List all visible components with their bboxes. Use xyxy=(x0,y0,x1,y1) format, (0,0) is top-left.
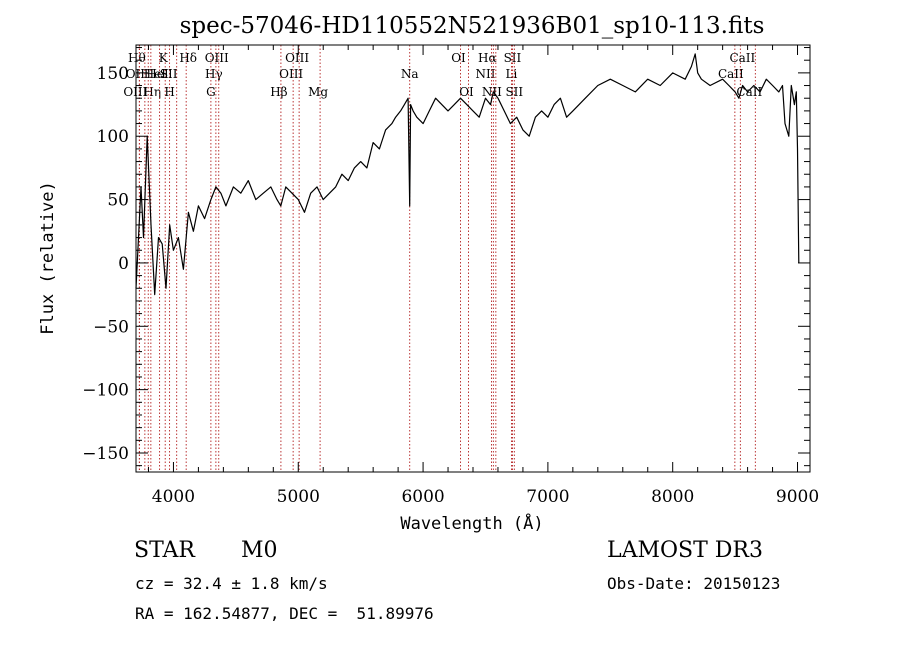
spectral-line-label: Hα xyxy=(478,51,497,65)
spectral-line-label: SII xyxy=(504,51,522,65)
spectral-line-label: Hθ xyxy=(128,51,146,65)
y-axis-label: Flux (relative) xyxy=(38,181,58,335)
spectral-line-label: CaII xyxy=(718,67,744,81)
chart-title: spec-57046-HD110552N521936B01_sp10-113.f… xyxy=(180,13,765,39)
spectral-line-label: HeI xyxy=(146,67,169,81)
x-tick-label: 4000 xyxy=(152,487,195,507)
spectral-line-label: OII xyxy=(126,67,146,81)
spectral-line-label: Hη xyxy=(143,85,161,99)
spectrum-line xyxy=(135,53,800,296)
x-tick-label: 9000 xyxy=(776,487,819,507)
spectral-line-label: OIII xyxy=(285,51,309,65)
spectral-line-label: OIII xyxy=(205,51,229,65)
spectral-line-label: OIII xyxy=(123,85,147,99)
spectral-line-label: NII xyxy=(482,85,502,99)
spectral-line-label: G xyxy=(206,85,216,99)
x-axis-label: Wavelength (Å) xyxy=(400,512,543,534)
spectral-line-label: Hβ xyxy=(270,85,287,99)
object-class: STAR xyxy=(134,538,195,563)
y-tick-label: 150 xyxy=(97,64,129,84)
spectral-line-label: K xyxy=(159,51,169,65)
survey-name: LAMOST DR3 xyxy=(607,538,763,563)
axis-ticks: 4000 5000 6000 7000 8000 9000 −150 −100 −50 0 50 10… xyxy=(82,45,819,507)
plot-frame xyxy=(135,44,811,473)
spectral-line-label: SII xyxy=(160,67,178,81)
redshift-value: cz = 32.4 ± 1.8 km/s xyxy=(135,574,328,593)
spectral-line-label: OI xyxy=(459,85,474,99)
spectral-line-label: OIII xyxy=(279,67,303,81)
y-tick-label: −150 xyxy=(82,444,129,464)
spectral-line-label: Hγ xyxy=(205,67,223,81)
spectral-line-label: SII xyxy=(505,85,523,99)
x-tick-label: 7000 xyxy=(526,487,569,507)
spectral-line-label: Li xyxy=(506,67,518,81)
y-tick-label: 0 xyxy=(118,254,129,274)
y-tick-label: 100 xyxy=(97,127,129,147)
spectral-line-markers: HθOIIOIIIHηHeIHeIKHSIIHδGHγOIIIHβOIIIOII… xyxy=(123,45,762,472)
x-tick-label: 5000 xyxy=(277,487,320,507)
spectral-line-label: Mg xyxy=(308,85,328,99)
y-tick-label: −100 xyxy=(82,381,129,401)
spectral-line-label: Hδ xyxy=(179,51,197,65)
spectral-line-label: OI xyxy=(451,51,466,65)
coordinates: RA = 162.54877, DEC = 51.89976 xyxy=(135,604,434,623)
spectral-line-label: CaII xyxy=(729,51,755,65)
spectral-line-label: NII xyxy=(475,67,495,81)
x-tick-label: 6000 xyxy=(401,487,444,507)
observation-date: Obs-Date: 20150123 xyxy=(607,574,781,593)
object-subclass: M0 xyxy=(241,538,278,563)
x-tick-label: 8000 xyxy=(651,487,694,507)
y-tick-label: −50 xyxy=(93,317,129,337)
y-tick-label: 50 xyxy=(107,191,129,211)
spectral-line-label: HeI xyxy=(144,67,167,81)
spectral-line-label: Na xyxy=(401,67,419,81)
spectrum-series xyxy=(135,53,800,296)
spectral-line-label: H xyxy=(164,85,174,99)
